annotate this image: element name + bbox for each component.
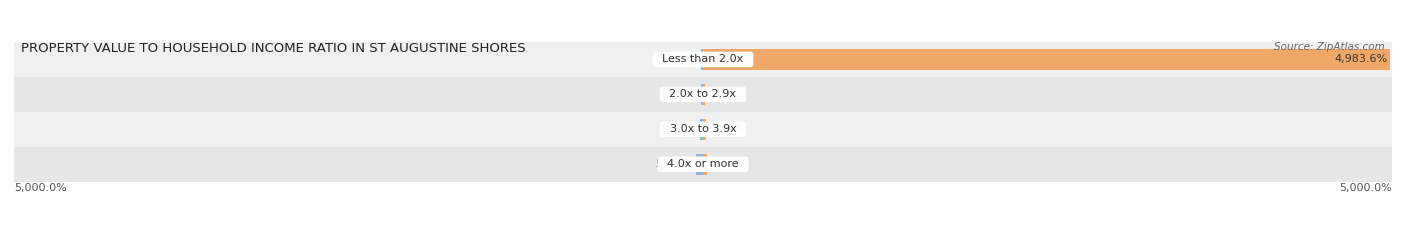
Text: 4.0x or more: 4.0x or more <box>661 159 745 169</box>
Text: 14.4%: 14.4% <box>659 89 696 99</box>
Text: 4,983.6%: 4,983.6% <box>1334 55 1388 64</box>
Text: 5,000.0%: 5,000.0% <box>14 184 67 193</box>
Text: Less than 2.0x: Less than 2.0x <box>655 55 751 64</box>
Bar <box>14 147 1392 182</box>
Bar <box>696 154 703 175</box>
Text: 11.3%: 11.3% <box>661 55 696 64</box>
Bar <box>14 112 1392 147</box>
Text: 19.3%: 19.3% <box>659 124 695 134</box>
Text: 18.8%: 18.8% <box>711 124 747 134</box>
Bar <box>700 119 703 140</box>
Text: 5,000.0%: 5,000.0% <box>1339 184 1392 193</box>
Text: 2.0x to 2.9x: 2.0x to 2.9x <box>662 89 744 99</box>
Bar <box>702 49 703 70</box>
Text: 53.2%: 53.2% <box>655 159 690 169</box>
Bar <box>14 77 1392 112</box>
Bar <box>703 84 706 105</box>
Bar <box>14 42 1392 77</box>
Bar <box>703 154 707 175</box>
Text: Source: ZipAtlas.com: Source: ZipAtlas.com <box>1274 42 1385 52</box>
Text: 16.8%: 16.8% <box>711 89 747 99</box>
Text: 28.0%: 28.0% <box>713 159 748 169</box>
Bar <box>702 84 703 105</box>
Bar <box>703 119 706 140</box>
Text: 3.0x to 3.9x: 3.0x to 3.9x <box>662 124 744 134</box>
Text: PROPERTY VALUE TO HOUSEHOLD INCOME RATIO IN ST AUGUSTINE SHORES: PROPERTY VALUE TO HOUSEHOLD INCOME RATIO… <box>21 42 526 55</box>
Bar <box>703 49 1389 70</box>
